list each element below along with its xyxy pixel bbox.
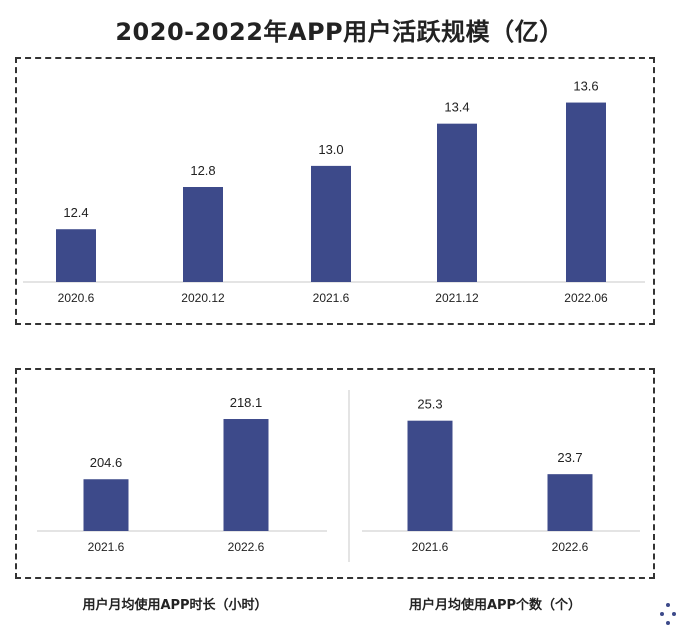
app-count-chart-caption: 用户月均使用APP个数（个） <box>408 598 582 613</box>
activity-value-label: 13.4 <box>444 100 469 115</box>
activity-bar <box>566 102 606 282</box>
activity-tick-label: 2021.12 <box>435 291 479 305</box>
activity-value-label: 13.6 <box>573 79 598 94</box>
duration-value-label: 218.1 <box>230 395 263 410</box>
app-count-value-label: 25.3 <box>417 397 442 412</box>
duration-tick-label: 2021.6 <box>88 540 125 554</box>
activity-tick-label: 2020.6 <box>58 291 95 305</box>
app-count-bar <box>547 474 593 531</box>
activity-bar <box>437 123 477 283</box>
activity-value-label: 12.4 <box>63 205 88 220</box>
app-count-bar <box>407 420 453 531</box>
duration-bar <box>223 419 269 531</box>
chart-title: 2020-2022年APP用户活跃规模（亿） <box>115 18 564 46</box>
activity-bar <box>311 165 351 282</box>
top-chart-panel <box>15 57 655 325</box>
activity-tick-label: 2020.12 <box>181 291 225 305</box>
duration-tick-label: 2022.6 <box>228 540 265 554</box>
duration-bar <box>83 479 129 531</box>
activity-tick-label: 2021.6 <box>313 291 350 305</box>
app-count-tick-label: 2021.6 <box>412 540 449 554</box>
duration-value-label: 204.6 <box>90 455 123 470</box>
activity-bar <box>56 229 96 282</box>
activity-tick-label: 2022.06 <box>564 291 608 305</box>
app-count-tick-label: 2022.6 <box>552 540 589 554</box>
dots-icon <box>660 603 678 627</box>
app-count-value-label: 23.7 <box>557 450 582 465</box>
activity-value-label: 13.0 <box>318 142 343 157</box>
duration-chart-caption: 用户月均使用APP时长（小时） <box>82 598 268 613</box>
bottom-charts-panel <box>15 368 655 579</box>
activity-value-label: 12.8 <box>190 163 215 178</box>
activity-bar <box>183 187 223 282</box>
